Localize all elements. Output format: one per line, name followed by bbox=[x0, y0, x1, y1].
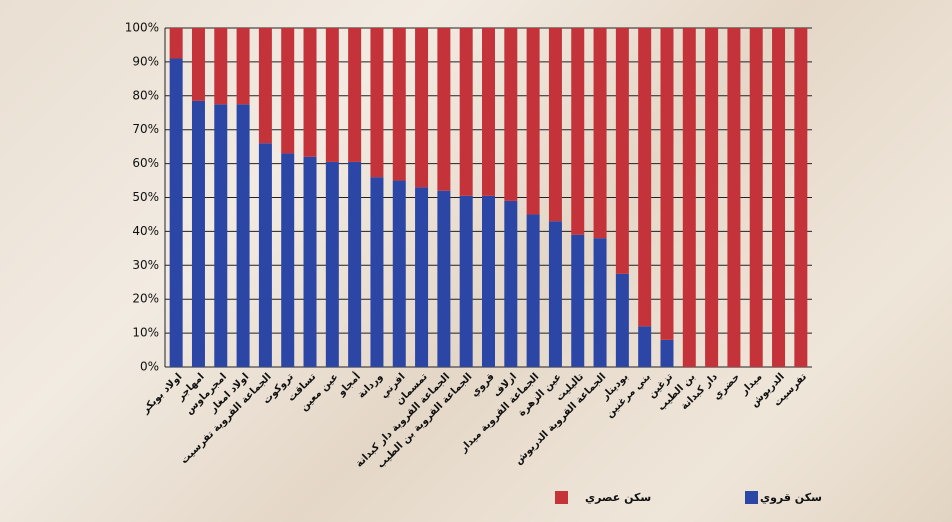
bar-segment bbox=[571, 28, 585, 235]
y-tick-label: 80% bbox=[132, 88, 159, 102]
bar-segment bbox=[593, 238, 607, 367]
x-tick-label: قروي bbox=[469, 371, 497, 399]
y-tick-label: 10% bbox=[132, 326, 159, 340]
bar-segment bbox=[348, 28, 362, 162]
bar-segment bbox=[504, 28, 518, 201]
bar-segment bbox=[348, 161, 362, 367]
legend-swatch bbox=[555, 491, 568, 504]
bar-segment bbox=[548, 221, 562, 367]
bar-segment bbox=[593, 28, 607, 239]
bar-segment bbox=[437, 28, 451, 191]
bar-segment bbox=[772, 28, 786, 367]
bar-segment bbox=[370, 28, 384, 178]
bar-segment bbox=[415, 28, 429, 188]
bar-segment bbox=[258, 28, 272, 144]
bar-segment bbox=[660, 339, 674, 367]
bar-segment bbox=[415, 187, 429, 367]
bar-segment bbox=[615, 28, 629, 274]
bar-segment bbox=[794, 28, 808, 367]
bar-segment bbox=[191, 100, 205, 367]
bar-segment bbox=[482, 28, 495, 196]
legend-label: سكن قروي bbox=[760, 491, 822, 504]
bar-segment bbox=[459, 195, 473, 367]
bar-segment bbox=[303, 156, 317, 367]
y-tick-label: 100% bbox=[125, 21, 159, 35]
bar-segment bbox=[504, 200, 518, 367]
bar-segment bbox=[526, 214, 540, 367]
y-tick-label: 90% bbox=[132, 54, 159, 68]
bar-segment bbox=[548, 28, 562, 222]
bar-segment bbox=[281, 28, 295, 154]
bar-segment bbox=[682, 28, 696, 367]
bar-segment bbox=[236, 104, 250, 368]
bar-segment bbox=[392, 180, 406, 367]
legend-swatch bbox=[745, 491, 758, 504]
bar-segment bbox=[459, 28, 473, 196]
bar-segment bbox=[236, 28, 250, 105]
y-tick-label: 20% bbox=[132, 292, 159, 306]
bar-segment bbox=[214, 28, 228, 105]
y-tick-label: 50% bbox=[132, 190, 159, 204]
bar-segment bbox=[392, 28, 406, 181]
bar-segment bbox=[660, 28, 674, 340]
bar-segment bbox=[214, 104, 228, 368]
bar-segment bbox=[191, 28, 205, 101]
bar-segment bbox=[705, 28, 719, 367]
y-tick-label: 30% bbox=[132, 258, 159, 272]
bar-segment bbox=[370, 177, 384, 367]
y-tick-label: 40% bbox=[132, 224, 159, 238]
legend-label: سكن عصري bbox=[585, 491, 651, 504]
bar-segment bbox=[437, 190, 451, 367]
bar-segment bbox=[258, 143, 272, 367]
bar-segment bbox=[281, 153, 295, 367]
bar-segment bbox=[571, 234, 585, 367]
bar-segment bbox=[325, 161, 339, 367]
bar-segment bbox=[303, 28, 317, 157]
bar-segment bbox=[638, 28, 652, 327]
y-tick-label: 60% bbox=[132, 156, 159, 170]
bar-segment bbox=[169, 28, 183, 59]
bar-segment bbox=[749, 28, 763, 367]
bar-segment bbox=[727, 28, 741, 367]
y-tick-label: 70% bbox=[132, 122, 159, 136]
bar-segment bbox=[638, 326, 652, 367]
bar-segment bbox=[169, 58, 183, 367]
bar-segment bbox=[615, 273, 629, 367]
bar-segment bbox=[482, 195, 495, 367]
bar-segment bbox=[526, 28, 540, 215]
bar-segment bbox=[325, 28, 339, 162]
y-tick-label: 0% bbox=[140, 360, 159, 374]
